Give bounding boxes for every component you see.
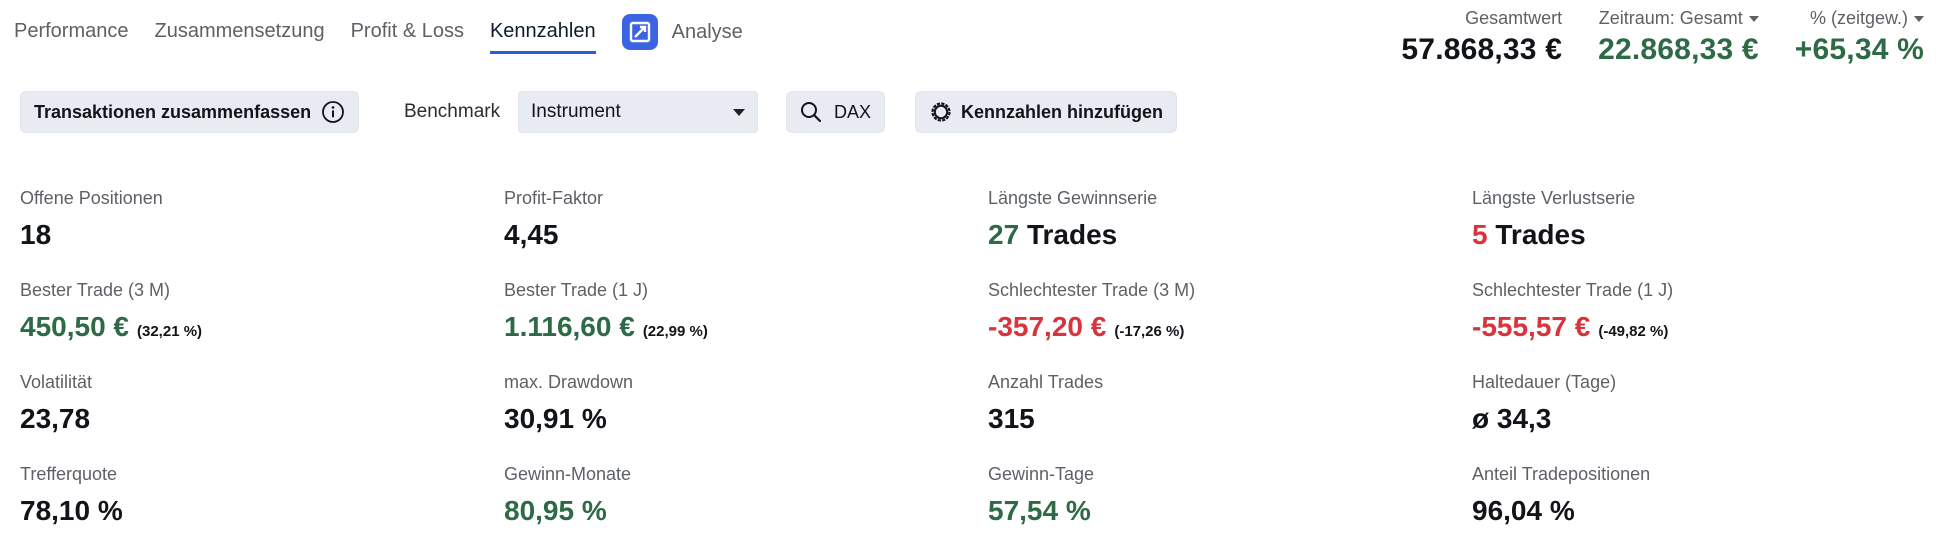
metric-value: -555,57 € (-49,82 %) (1472, 311, 1872, 343)
metric-value: 78,10 % (20, 495, 123, 526)
metric-label: Offene Positionen (20, 188, 163, 208)
tab-analyse[interactable]: Analyse (621, 14, 743, 50)
tab-bar: Performance Zusammensetzung Profit & Los… (14, 14, 743, 54)
metric-label: Anteil Tradepositionen (1472, 464, 1651, 484)
metric-holding-period: Haltedauer (Tage) ø 34,3 (1472, 372, 1872, 464)
metric-number: 27 (988, 219, 1020, 250)
metric-amount: -357,20 € (988, 311, 1107, 342)
metric-label: Schlechtester Trade (1 J) (1472, 280, 1674, 300)
metric-number: 5 (1472, 219, 1488, 250)
metric-best-trade-3m: Bester Trade (3 M) 450,50 € (32,21 %) (20, 280, 504, 372)
metric-worst-trade-1y: Schlechtester Trade (1 J) -555,57 € (-49,… (1472, 280, 1872, 372)
metric-label: Anzahl Trades (988, 372, 1104, 392)
caret-down-icon (733, 109, 745, 116)
metric-label: Gewinn-Tage (988, 464, 1095, 484)
chevron-down-icon (1748, 15, 1759, 22)
metric-percent: (32,21 %) (137, 323, 203, 340)
period-value: Zeitraum: Gesamt 22.868,33 € (1598, 8, 1759, 67)
metric-longest-loss-streak: Längste Verlustserie 5 Trades (1472, 188, 1872, 280)
metric-label: Bester Trade (3 M) (20, 280, 171, 300)
metric-amount: -555,57 € (1472, 311, 1591, 342)
metric-worst-trade-3m: Schlechtester Trade (3 M) -357,20 € (-17,… (988, 280, 1472, 372)
chevron-down-icon (1914, 15, 1924, 22)
benchmark-label: Benchmark (404, 101, 501, 122)
gear-icon (929, 100, 953, 124)
tab-profit-loss[interactable]: Profit & Loss (350, 20, 464, 42)
metric-value: 30,91 % (504, 403, 607, 434)
total-value: Gesamtwert 57.868,33 € (1401, 8, 1562, 67)
metric-winning-months: Gewinn-Monate 80,95 % (504, 464, 988, 556)
metric-value: 80,95 % (504, 495, 607, 526)
metric-profit-factor: Profit-Faktor 4,45 (504, 188, 988, 280)
metric-amount: 450,50 € (20, 311, 129, 342)
metrics-grid: Offene Positionen 18 Profit-Faktor 4,45 … (20, 188, 1872, 556)
metric-value: 315 (988, 403, 1035, 434)
benchmark-select-value: Instrument (531, 101, 621, 122)
info-icon[interactable] (321, 100, 345, 124)
metric-value: 18 (20, 219, 52, 250)
metric-label: Längste Verlustserie (1472, 188, 1636, 208)
metric-open-positions: Offene Positionen 18 (20, 188, 504, 280)
metric-percent: (22,99 %) (642, 323, 708, 340)
metric-value: 450,50 € (32,21 %) (20, 311, 504, 343)
metric-percent: (-49,82 %) (1598, 323, 1669, 340)
metric-winning-days: Gewinn-Tage 57,54 % (988, 464, 1472, 556)
metric-trade-count: Anzahl Trades 315 (988, 372, 1472, 464)
metric-label: Trefferquote (20, 464, 118, 484)
metric-value: -357,20 € (-17,26 %) (988, 311, 1472, 343)
period-dropdown[interactable]: Zeitraum: Gesamt (1598, 8, 1759, 29)
metric-label: Bester Trade (1 J) (504, 280, 649, 300)
add-metrics-button[interactable]: Kennzahlen hinzufügen (915, 91, 1177, 133)
period-value-amount: 22.868,33 € (1598, 33, 1759, 66)
tab-performance[interactable]: Performance (14, 20, 129, 42)
metric-value: 27 Trades (988, 219, 1472, 251)
analyse-label: Analyse (671, 20, 743, 43)
metric-hit-rate: Trefferquote 78,10 % (20, 464, 504, 556)
portfolio-summary: Gesamtwert 57.868,33 € Zeitraum: Gesamt … (1365, 8, 1924, 67)
metric-trade-position-share: Anteil Tradepositionen 96,04 % (1472, 464, 1872, 556)
metric-best-trade-1y: Bester Trade (1 J) 1.116,60 € (22,99 %) (504, 280, 988, 372)
metric-value: 1.116,60 € (22,99 %) (504, 311, 988, 343)
tab-zusammensetzung[interactable]: Zusammensetzung (154, 20, 325, 42)
summarize-transactions-toggle[interactable]: Transaktionen zusammenfassen (20, 91, 360, 133)
metric-label: Profit-Faktor (504, 188, 604, 208)
metric-value: ø 34,3 (1472, 403, 1552, 434)
benchmark-select[interactable]: Instrument (518, 91, 758, 133)
analyse-logo-icon (621, 14, 658, 50)
metric-value: 96,04 % (1472, 495, 1575, 526)
metric-label: Gewinn-Monate (504, 464, 632, 484)
metric-unit: Trades (1495, 219, 1586, 250)
metric-label: Haltedauer (Tage) (1472, 372, 1617, 392)
metric-label: Schlechtester Trade (3 M) (988, 280, 1196, 300)
metric-value: 57,54 % (988, 495, 1091, 526)
metric-label: max. Drawdown (504, 372, 634, 392)
metric-max-drawdown: max. Drawdown 30,91 % (504, 372, 988, 464)
search-icon (800, 101, 822, 123)
metric-value: 4,45 (504, 219, 559, 250)
metric-amount: 1.116,60 € (504, 311, 635, 342)
dax-label: DAX (834, 101, 872, 122)
percent-value: % (zeitgew.) +65,34 % (1795, 8, 1924, 67)
metric-value: 5 Trades (1472, 219, 1872, 251)
metric-label: Volatilität (20, 372, 93, 392)
metric-label: Längste Gewinnserie (988, 188, 1158, 208)
percent-mode-dropdown[interactable]: % (zeitgew.) (1795, 8, 1924, 29)
metric-value: 23,78 (20, 403, 91, 434)
total-value-amount: 57.868,33 € (1401, 33, 1563, 66)
total-value-label: Gesamtwert (1465, 8, 1563, 28)
metric-volatility: Volatilität 23,78 (20, 372, 504, 464)
metric-longest-win-streak: Längste Gewinnserie 27 Trades (988, 188, 1472, 280)
tab-kennzahlen[interactable]: Kennzahlen (489, 20, 596, 54)
dax-search-button[interactable]: DAX (786, 91, 886, 133)
add-metrics-label: Kennzahlen hinzufügen (961, 101, 1163, 122)
metric-percent: (-17,26 %) (1114, 323, 1185, 340)
metric-unit: Trades (1026, 219, 1118, 250)
percent-value-amount: +65,34 % (1794, 33, 1924, 66)
summarize-transactions-label: Transaktionen zusammenfassen (34, 101, 312, 122)
